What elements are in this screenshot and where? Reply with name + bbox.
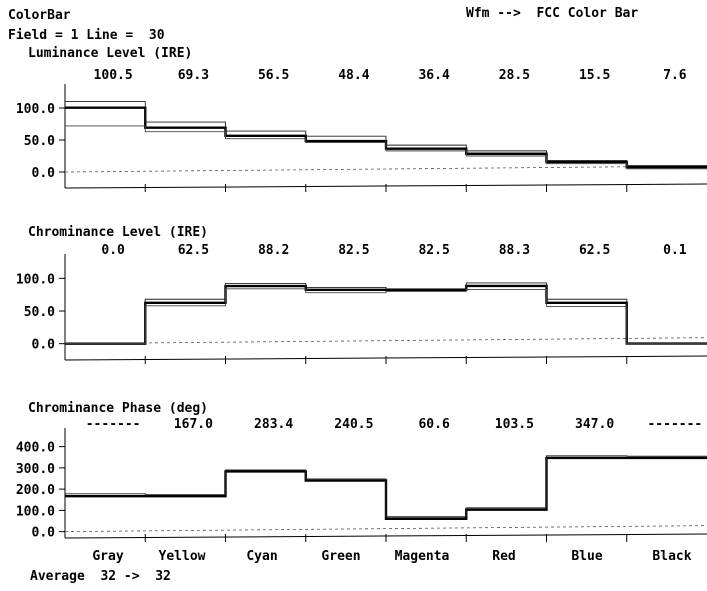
value-label: 88.3 xyxy=(499,243,530,258)
value-label: 36.4 xyxy=(418,68,449,83)
value-label: 0.0 xyxy=(101,243,125,258)
value-label: 240.5 xyxy=(334,417,373,432)
series-line xyxy=(65,288,707,345)
series-line xyxy=(65,284,707,345)
field-line-readout: Field = 1 Line = 30 xyxy=(8,28,165,43)
value-label: 82.5 xyxy=(418,243,449,258)
y-tick-label: 0.0 xyxy=(32,166,56,181)
value-label: 60.6 xyxy=(418,417,449,432)
series-line xyxy=(65,455,707,518)
category-label: Black xyxy=(652,549,691,564)
value-label: 62.5 xyxy=(579,243,610,258)
category-label: Gray xyxy=(92,549,123,564)
value-label: 15.5 xyxy=(579,68,610,83)
category-label: Red xyxy=(492,549,515,564)
category-label: Green xyxy=(321,549,360,564)
panel-title: Chrominance Level (IRE) xyxy=(28,225,208,240)
y-tick-label: 100.0 xyxy=(16,504,55,519)
category-label: Cyan xyxy=(246,549,277,564)
y-tick-label: 100.0 xyxy=(16,272,55,287)
value-label: 7.6 xyxy=(663,68,687,83)
average-readout: Average 32 -> 32 xyxy=(30,569,171,584)
value-label: 82.5 xyxy=(338,243,369,258)
y-tick-label: 0.0 xyxy=(32,338,56,353)
category-label: Magenta xyxy=(395,549,450,564)
value-label: 167.0 xyxy=(174,417,213,432)
panel-title: Chrominance Phase (deg) xyxy=(28,401,208,416)
y-tick-label: 50.0 xyxy=(24,305,55,320)
reference-line xyxy=(64,165,707,173)
value-label: 69.3 xyxy=(178,68,209,83)
series-line xyxy=(65,282,707,345)
value-label: ------- xyxy=(86,417,141,432)
value-label: ------- xyxy=(647,417,702,432)
value-label: 28.5 xyxy=(499,68,530,83)
value-label: 48.4 xyxy=(338,68,369,83)
y-tick-label: 50.0 xyxy=(24,134,55,149)
y-tick-label: 100.0 xyxy=(16,102,55,117)
y-tick-label: 200.0 xyxy=(16,483,55,498)
app-title: ColorBar xyxy=(8,8,71,23)
value-label: 56.5 xyxy=(258,68,289,83)
y-tick-label: 0.0 xyxy=(32,526,56,541)
value-label: 88.2 xyxy=(258,243,289,258)
panel-title: Luminance Level (IRE) xyxy=(28,46,192,61)
series-line xyxy=(65,125,707,170)
value-label: 100.5 xyxy=(94,68,133,83)
value-label: 347.0 xyxy=(575,417,614,432)
waveform-mode: Wfm --> FCC Color Bar xyxy=(466,6,639,21)
reference-line xyxy=(64,337,707,345)
reference-line xyxy=(64,525,707,533)
value-label: 62.5 xyxy=(178,243,209,258)
category-label: Yellow xyxy=(159,549,206,564)
y-tick-label: 400.0 xyxy=(16,441,55,456)
value-label: 283.4 xyxy=(254,417,293,432)
category-label: Blue xyxy=(571,549,602,564)
value-label: 0.1 xyxy=(663,243,687,258)
series-line xyxy=(65,101,707,167)
y-tick-label: 300.0 xyxy=(16,462,55,477)
value-label: 103.5 xyxy=(495,417,534,432)
